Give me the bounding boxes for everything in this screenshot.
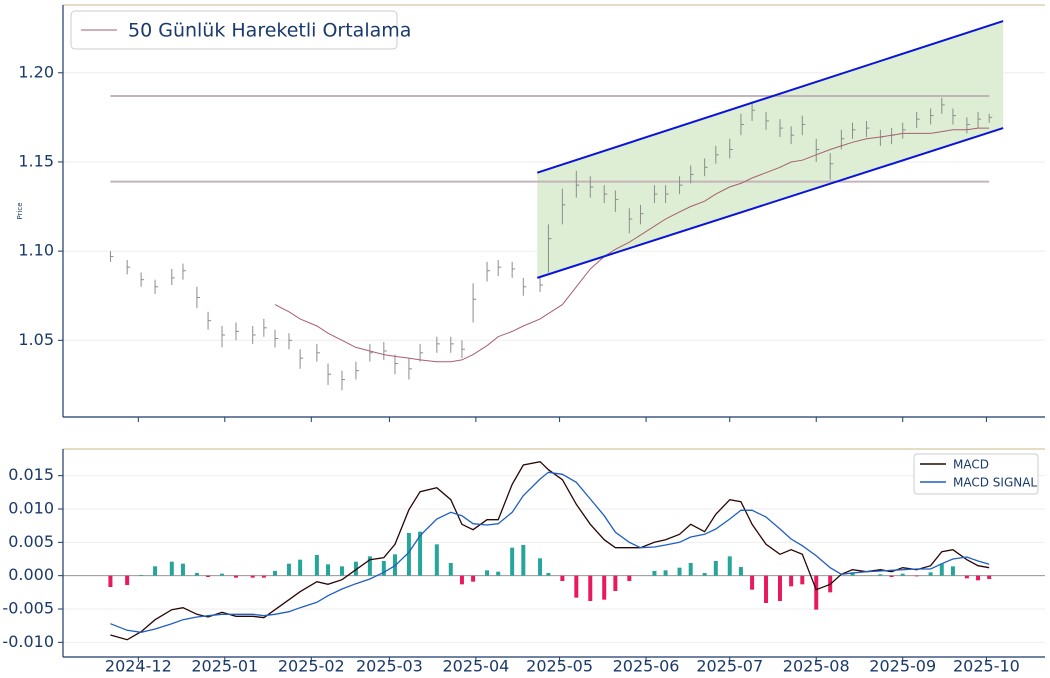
histogram-bar <box>613 575 618 591</box>
histogram-bar <box>976 575 981 581</box>
histogram-bar <box>814 575 819 610</box>
histogram-bar <box>939 563 944 576</box>
histogram-bar <box>434 544 439 576</box>
x-tick-label: 2025-06 <box>613 657 680 676</box>
histogram-bar <box>339 566 344 576</box>
histogram-bar <box>220 573 225 576</box>
y-tick-label: 0.010 <box>8 499 54 518</box>
histogram-bar <box>602 575 607 600</box>
x-tick-label: 2025-04 <box>442 657 509 676</box>
histogram-bar <box>764 575 769 603</box>
histogram-bar <box>987 575 992 579</box>
histogram-bar <box>326 564 331 576</box>
series-line <box>110 471 990 633</box>
histogram-bar <box>206 575 211 577</box>
histogram-bar <box>727 556 732 576</box>
histogram-bar <box>459 575 464 585</box>
channel-fill <box>537 21 1004 278</box>
histogram-bar <box>139 575 144 576</box>
histogram-bar <box>314 555 319 576</box>
x-tick-label: 2025-03 <box>356 657 423 676</box>
y-tick-label: 0.015 <box>8 465 54 484</box>
histogram-bar <box>914 575 919 577</box>
histogram-bar <box>928 572 933 576</box>
histogram-bar <box>677 567 682 576</box>
histogram-bar <box>125 575 130 585</box>
histogram-bar <box>546 573 551 576</box>
histogram-bar <box>261 575 266 578</box>
histogram-bar <box>194 573 199 576</box>
y-tick-label: 1.15 <box>18 151 54 170</box>
histogram-bar <box>950 566 955 576</box>
histogram-bar <box>574 575 579 598</box>
x-tick-label: 2025-02 <box>278 657 345 676</box>
histogram-bar <box>777 575 782 601</box>
histogram-bar <box>233 575 238 578</box>
x-tick-label: 2025-09 <box>869 657 936 676</box>
histogram-bar <box>286 563 291 576</box>
legend-label: MACD <box>953 458 989 472</box>
histogram-bar <box>471 575 476 582</box>
histogram-bar <box>588 575 593 601</box>
histogram-bar <box>485 570 490 576</box>
histogram-bar <box>381 561 386 576</box>
histogram-bar <box>496 571 501 576</box>
y-tick-label: 1.10 <box>18 241 54 260</box>
channel-line <box>536 127 1004 279</box>
histogram-bar <box>800 575 805 585</box>
histogram-bar <box>108 575 113 587</box>
histogram-bar <box>353 561 358 576</box>
histogram-bar <box>538 558 543 576</box>
histogram-bar <box>448 563 453 576</box>
histogram-bar <box>738 567 743 576</box>
x-tick-label: 2025-07 <box>696 657 763 676</box>
y-tick-label: -0.005 <box>2 599 54 618</box>
y-tick-label: 0.005 <box>8 532 54 551</box>
legend-label: 50 Günlük Hareketli Ortalama <box>128 20 411 42</box>
histogram-bar <box>153 566 158 576</box>
legend-box <box>70 10 398 50</box>
x-tick-label: 2025-01 <box>191 657 258 676</box>
histogram-bar <box>250 575 255 578</box>
histogram-bar <box>652 571 657 576</box>
histogram-bar <box>663 570 668 576</box>
x-tick-label: 2025-05 <box>526 657 593 676</box>
y-axis-label: Price <box>16 202 24 219</box>
x-tick-label: 2024-12 <box>105 657 172 676</box>
histogram-bar <box>180 563 185 576</box>
histogram-bar <box>900 573 905 576</box>
histogram-bar <box>406 533 411 576</box>
y-tick-label: 1.20 <box>18 62 54 81</box>
histogram-bar <box>560 575 565 581</box>
y-tick-label: 0.000 <box>8 565 54 584</box>
x-tick-label: 2025-08 <box>783 657 850 676</box>
histogram-bar <box>964 575 969 579</box>
histogram-bar <box>889 575 894 577</box>
histogram-bar <box>273 571 278 576</box>
series-line <box>110 460 990 641</box>
histogram-bar <box>521 545 526 576</box>
histogram-bar <box>878 574 883 576</box>
histogram-bar <box>169 561 174 576</box>
histogram-bar <box>367 556 372 576</box>
histogram-bar <box>688 563 693 576</box>
histogram-bar <box>713 561 718 576</box>
histogram-bar <box>510 547 515 576</box>
channel-line <box>536 20 1004 174</box>
histogram-bar <box>750 575 755 590</box>
histogram-bar <box>627 575 632 581</box>
histogram-bar <box>850 572 855 576</box>
histogram-bar <box>418 531 423 576</box>
legend-label: MACD SIGNAL <box>953 476 1037 490</box>
histogram-bar <box>789 575 794 587</box>
y-tick-label: 1.05 <box>18 330 54 349</box>
histogram-bar <box>702 573 707 576</box>
histogram-bar <box>298 559 303 576</box>
x-tick-label: 2025-10 <box>953 657 1020 676</box>
y-tick-label: -0.010 <box>2 632 54 651</box>
series-line <box>274 127 990 363</box>
